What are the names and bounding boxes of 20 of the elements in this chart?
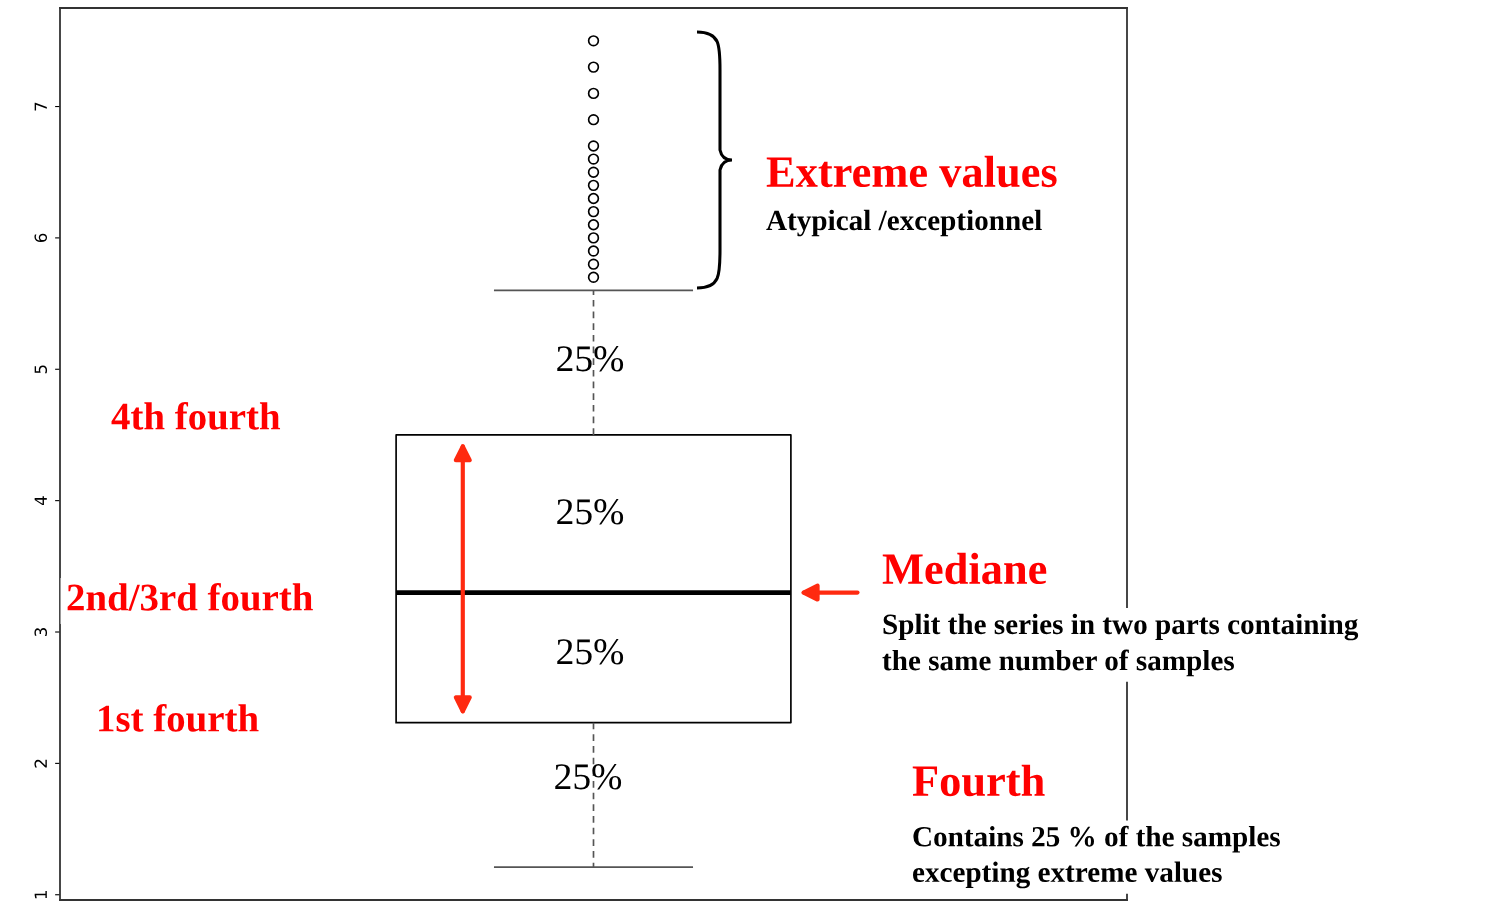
y-tick-label: 7: [34, 102, 47, 111]
y-tick-label: 6: [34, 233, 48, 243]
annotation: Extreme values: [766, 155, 1057, 188]
annotation: Mediane: [882, 552, 1047, 585]
y-tick-label: 2: [34, 759, 47, 768]
annotation: 25%: [557, 346, 624, 372]
annotation: 4th fourth: [111, 401, 281, 430]
annotation: 2nd/3rd fourth: [67, 582, 313, 611]
y-tick-label: 5: [34, 365, 48, 374]
annotation: 1st fourth: [99, 703, 259, 732]
y-tick-label: 1: [34, 890, 47, 899]
annotation: Fourth: [912, 764, 1045, 797]
annotation: Contains 25 % of the samples excepting extreme values: [913, 825, 1280, 889]
annotation: 25%: [557, 499, 624, 525]
annotation: Atypical /exceptionnel: [766, 209, 1042, 237]
annotation: 25%: [555, 764, 622, 790]
annotation: 25%: [557, 639, 624, 665]
y-tick-label: 3: [34, 628, 48, 637]
y-tick-label: 4: [34, 496, 47, 506]
annotation: Split the series in two parts containing the same number of samples: [882, 613, 1359, 677]
